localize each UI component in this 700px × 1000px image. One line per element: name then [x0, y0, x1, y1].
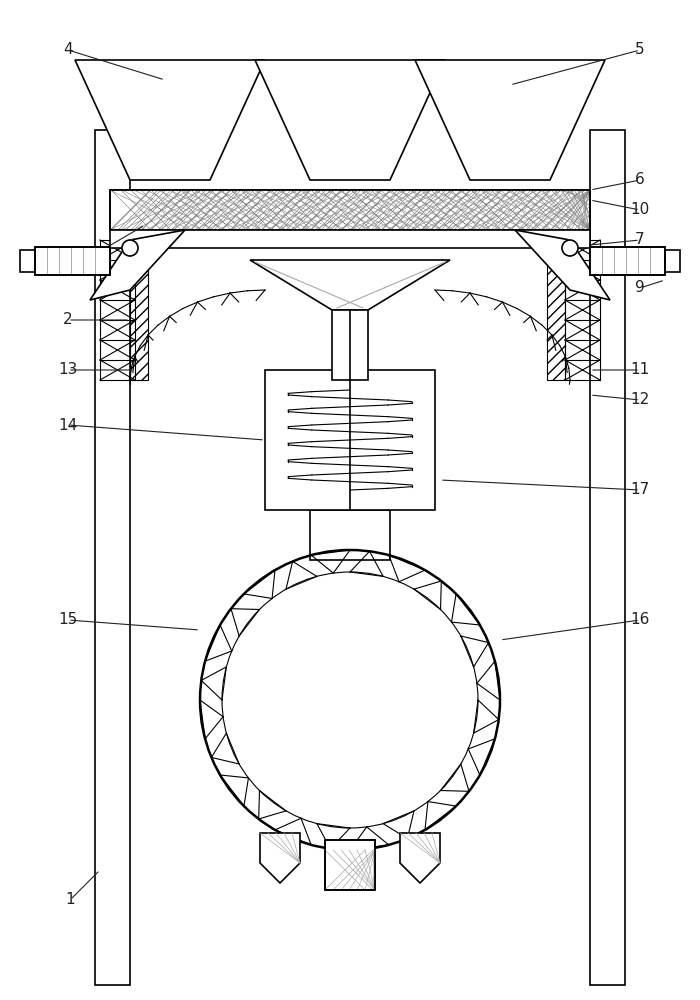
Polygon shape — [260, 833, 300, 883]
Text: 17: 17 — [631, 483, 650, 497]
Text: 15: 15 — [58, 612, 78, 628]
Bar — [325, 840, 375, 890]
Bar — [547, 230, 565, 380]
Text: 7: 7 — [635, 232, 645, 247]
Text: 8: 8 — [50, 257, 60, 272]
Bar — [130, 230, 148, 380]
Text: 3: 3 — [63, 262, 73, 277]
Bar — [95, 130, 130, 985]
Text: 6: 6 — [635, 172, 645, 188]
Polygon shape — [90, 230, 185, 300]
Text: 10: 10 — [631, 202, 650, 218]
Text: 14: 14 — [58, 418, 78, 432]
Bar — [332, 310, 368, 380]
Bar — [110, 230, 590, 248]
Circle shape — [222, 572, 478, 828]
Bar — [406, 190, 424, 230]
Bar — [590, 247, 665, 275]
Text: 1: 1 — [65, 892, 75, 908]
Bar — [590, 247, 665, 275]
Bar — [110, 190, 590, 230]
Bar — [590, 130, 625, 985]
Circle shape — [122, 240, 138, 256]
Circle shape — [200, 550, 500, 850]
Bar — [35, 247, 110, 275]
Bar — [35, 247, 110, 275]
Bar — [256, 190, 274, 230]
Polygon shape — [415, 60, 605, 180]
Text: 16: 16 — [630, 612, 650, 628]
Bar — [20, 250, 35, 272]
Text: 5: 5 — [635, 42, 645, 57]
Polygon shape — [515, 230, 610, 300]
Bar — [325, 840, 375, 890]
Bar — [110, 190, 590, 230]
Bar — [665, 250, 680, 272]
Bar — [265, 370, 435, 510]
Polygon shape — [255, 60, 445, 180]
Polygon shape — [400, 833, 440, 883]
Text: 2: 2 — [63, 312, 73, 328]
Polygon shape — [250, 260, 450, 310]
Text: 11: 11 — [631, 362, 650, 377]
Text: 12: 12 — [631, 392, 650, 408]
Text: 13: 13 — [58, 362, 78, 377]
Polygon shape — [75, 60, 265, 180]
Circle shape — [562, 240, 578, 256]
Bar — [310, 510, 390, 560]
Text: 9: 9 — [635, 280, 645, 296]
Text: 4: 4 — [63, 42, 73, 57]
